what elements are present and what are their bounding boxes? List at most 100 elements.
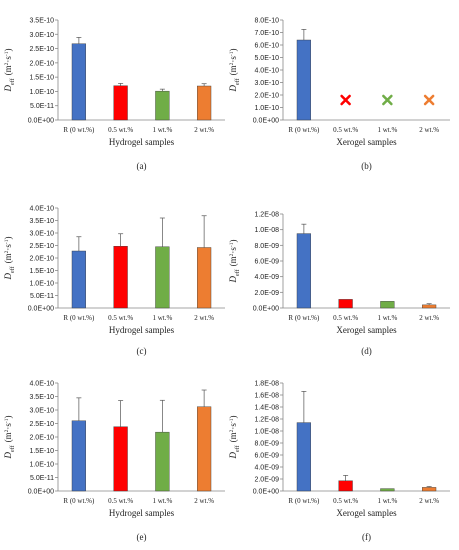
y-axis-title-part: D xyxy=(228,451,238,459)
y-tick-label: 1.2E-08 xyxy=(254,417,279,424)
panel-caption: (b) xyxy=(361,161,372,171)
y-tick-label: 2.0E-10 xyxy=(29,435,54,442)
y-axis-title-part: ·s xyxy=(228,56,238,63)
y-tick-label: 0.0E+00 xyxy=(253,489,279,496)
y-axis-title-part: ) xyxy=(3,416,13,419)
y-axis-title-part: -1 xyxy=(229,51,235,56)
y-axis-title: Deff (m2·s-1) xyxy=(228,416,241,460)
y-axis-title-part: (m xyxy=(3,253,13,263)
y-axis-title-part: D xyxy=(228,275,238,283)
y-axis-title-part: ·s xyxy=(3,244,13,251)
x-marker-stroke xyxy=(382,94,393,106)
bar xyxy=(71,250,86,309)
x-tick-label: 0.5 wt.% xyxy=(333,126,358,134)
y-tick-label: 1.5E-10 xyxy=(29,75,54,82)
x-axis-title: Xerogel samples xyxy=(336,137,397,147)
y-axis-title: Deff (m2·s-1) xyxy=(228,240,241,284)
y-tick-label: 4.0E-09 xyxy=(254,465,279,472)
bar xyxy=(422,487,437,492)
bar xyxy=(296,233,311,309)
panel-caption: (e) xyxy=(137,532,147,542)
y-axis-title-part: -1 xyxy=(4,51,10,56)
x-tick-label: 0.5 wt.% xyxy=(108,497,133,505)
y-tick-label: 1.0E-10 xyxy=(29,89,54,96)
y-axis-title-part: eff xyxy=(9,266,16,273)
x-tick-label: R (0 wt.%) xyxy=(288,314,320,322)
x-tick-label: 1 wt.% xyxy=(377,126,397,134)
bar xyxy=(380,488,395,492)
bar xyxy=(197,406,212,492)
y-axis-title-part: (m xyxy=(3,432,13,442)
y-tick-label: 8.0E-09 xyxy=(254,243,279,250)
x-tick-label: R (0 wt.%) xyxy=(288,497,320,505)
y-axis-title-part: ) xyxy=(228,416,238,419)
x-tick-label: 0.5 wt.% xyxy=(108,314,133,322)
x-tick-label: 0.5 wt.% xyxy=(108,126,133,134)
y-tick-label: 1.0E-10 xyxy=(29,281,54,288)
panel-caption: (c) xyxy=(137,346,147,356)
chart-panel-2: 0.0E+00 5.0E-11 1.0E-10 1.5E-10 2.0E-10 2.5E-… xyxy=(3,206,225,356)
y-axis-title-part: ) xyxy=(228,240,238,243)
y-axis-title-part: -1 xyxy=(229,418,235,423)
x-marker-icon xyxy=(423,94,435,106)
x-tick-label: 2 wt.% xyxy=(419,314,439,322)
x-tick-label: R (0 wt.%) xyxy=(63,497,95,505)
x-axis-title: Hydrogel samples xyxy=(109,137,175,147)
y-axis-title-part: eff xyxy=(9,78,16,85)
bar xyxy=(155,246,170,309)
y-axis-title-part: D xyxy=(3,272,13,280)
y-axis-title: Deff (m2·s-1) xyxy=(3,49,16,93)
y-tick-label: 3.5E-10 xyxy=(29,218,54,225)
y-axis-title-part: D xyxy=(3,84,13,92)
y-axis-title-part: 2 xyxy=(4,429,10,432)
y-axis-title: Deff (m2·s-1) xyxy=(3,416,16,460)
y-axis-title-part: 2 xyxy=(229,253,235,256)
chart-panel-3: 0.0E+00 2.0E-09 4.0E-09 6.0E-09 8.0E-09 1.0E-… xyxy=(228,212,450,356)
x-tick-label: 2 wt.% xyxy=(194,497,214,505)
y-tick-label: 2.0E-10 xyxy=(29,256,54,263)
y-tick-label: 8.0E-10 xyxy=(254,18,279,25)
chart-panel-5: 0.0E+00 2.0E-09 4.0E-09 6.0E-09 8.0E-09 1.0E-… xyxy=(228,381,450,542)
y-tick-label: 7.0E-10 xyxy=(254,30,279,37)
panel-caption: (d) xyxy=(361,346,372,356)
y-axis-title-part: 2 xyxy=(4,250,10,253)
x-axis-title: Xerogel samples xyxy=(336,325,397,335)
x-tick-label: R (0 wt.%) xyxy=(63,314,95,322)
y-tick-label: 6.0E-09 xyxy=(254,259,279,266)
bar xyxy=(71,43,86,121)
y-tick-label: 3.0E-10 xyxy=(29,231,54,238)
bar xyxy=(113,426,128,492)
bar xyxy=(296,39,311,121)
y-axis-title-part: (m xyxy=(228,432,238,442)
bar xyxy=(338,480,353,492)
panel-caption: (a) xyxy=(137,161,147,171)
y-tick-label: 4.0E-09 xyxy=(254,274,279,281)
x-tick-label: 1 wt.% xyxy=(152,314,172,322)
panel-caption: (f) xyxy=(362,532,371,542)
x-marker-icon xyxy=(382,94,393,106)
y-axis-title-part: ·s xyxy=(228,247,238,254)
bar xyxy=(422,304,437,309)
y-axis-title-part: 2 xyxy=(229,62,235,65)
x-tick-label: 1 wt.% xyxy=(152,126,172,134)
x-axis-title: Xerogel samples xyxy=(336,508,397,518)
y-tick-label: 5.0E-11 xyxy=(30,475,54,482)
chart-panel-0: 0.0E+00 5.0E-11 1.0E-10 1.5E-10 2.0E-10 2.5E-… xyxy=(3,18,225,171)
chart-panel-4: 0.0E+00 5.0E-11 1.0E-10 1.5E-10 2.0E-10 2.5E-… xyxy=(3,381,225,542)
y-tick-label: 3.0E-10 xyxy=(254,80,279,87)
x-tick-label: 1 wt.% xyxy=(377,497,397,505)
x-marker-icon xyxy=(340,94,351,106)
bar xyxy=(197,247,212,309)
bar xyxy=(155,90,170,121)
y-axis-title-part: D xyxy=(228,84,238,92)
x-tick-label: 2 wt.% xyxy=(194,314,214,322)
y-tick-label: 6.0E-09 xyxy=(254,453,279,460)
y-axis-title-part: ·s xyxy=(228,423,238,430)
y-axis-title-part: 2 xyxy=(229,429,235,432)
y-tick-label: 2.5E-10 xyxy=(29,421,54,428)
y-tick-label: 1.0E-10 xyxy=(29,462,54,469)
x-tick-label: 1 wt.% xyxy=(377,314,397,322)
y-tick-label: 0.0E+00 xyxy=(253,118,279,125)
